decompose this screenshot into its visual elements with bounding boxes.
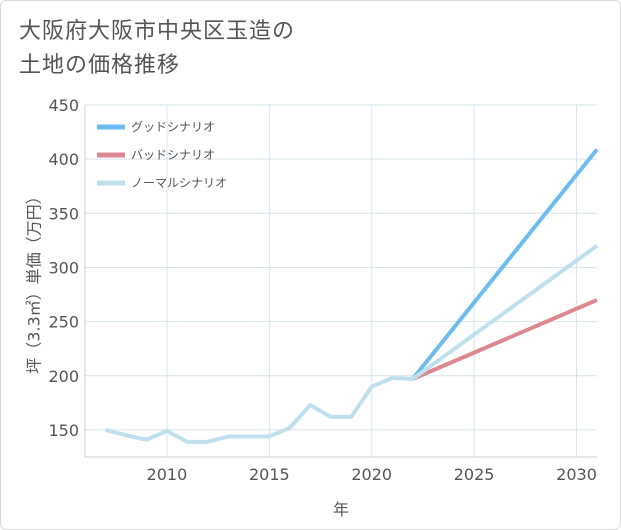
x-axis-title: 年 [333,500,349,519]
series-line-3 [104,244,599,444]
x-tick-label-2015: 2015 [249,465,290,484]
y-tick-label-300: 300 [48,258,79,277]
y-tick-label-150: 150 [48,421,79,440]
y-tick-label-200: 200 [48,367,79,386]
y-tick-label-400: 400 [48,150,79,169]
series-layer [104,148,599,444]
series-line-2 [411,298,598,381]
x-tick-label-2030: 2030 [556,465,597,484]
x-tick-label-2025: 2025 [454,465,495,484]
y-tick-label-350: 350 [48,204,79,223]
series-line-1 [411,148,599,381]
chart-title: 大阪府大阪市中央区玉造の 土地の価格推移 [19,15,295,83]
axis-layer: 150 200 250 300 350 400 450 2010 2015 2020 2025 203… [25,96,597,519]
x-tick-label-2010: 2010 [147,465,188,484]
x-tick-label-2020: 2020 [351,465,392,484]
chart-title-line-1: 大阪府大阪市中央区玉造の [19,19,296,44]
grid-layer [85,104,597,457]
y-axis-title: 坪（3.3㎡）単価（万円） [25,188,44,373]
legend-label-1: グッドシナリオ [131,120,215,134]
legend-label-2: バッドシナリオ [131,148,215,162]
chart-title-line-2: 土地の価格推移 [19,53,181,78]
y-tick-label-450: 450 [48,96,79,115]
legend-label-3: ノーマルシナリオ [131,176,227,190]
y-tick-label-250: 250 [48,313,79,332]
